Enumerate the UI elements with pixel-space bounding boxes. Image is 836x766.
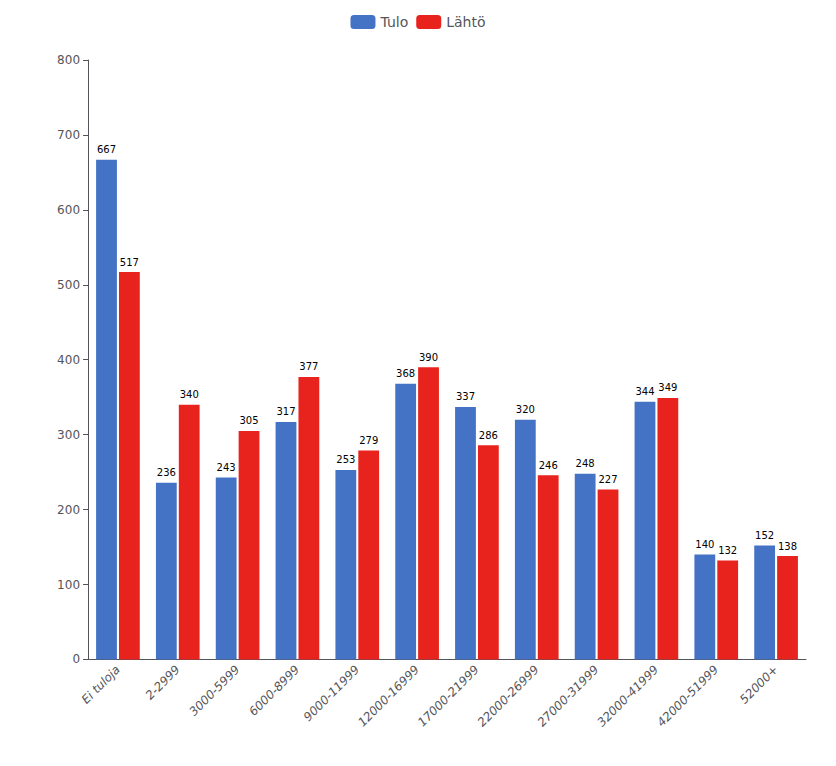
svg-text:Tulo: Tulo xyxy=(379,14,408,30)
svg-text:152: 152 xyxy=(755,530,774,541)
svg-text:22000-26999: 22000-26999 xyxy=(475,663,542,730)
svg-text:337: 337 xyxy=(456,391,475,402)
svg-text:400: 400 xyxy=(57,353,80,367)
svg-text:300: 300 xyxy=(57,428,80,442)
svg-text:Lähtö: Lähtö xyxy=(446,14,485,30)
svg-text:100: 100 xyxy=(57,578,80,592)
svg-text:32000-41999: 32000-41999 xyxy=(594,663,661,730)
svg-text:340: 340 xyxy=(180,389,199,400)
svg-text:140: 140 xyxy=(695,539,714,550)
svg-text:349: 349 xyxy=(658,382,677,393)
svg-text:200: 200 xyxy=(57,503,80,517)
svg-text:12000-16999: 12000-16999 xyxy=(355,663,422,730)
svg-text:42000-51999: 42000-51999 xyxy=(654,663,721,730)
svg-text:132: 132 xyxy=(718,545,737,556)
svg-text:279: 279 xyxy=(359,435,378,446)
svg-text:2-2999: 2-2999 xyxy=(143,663,183,703)
svg-text:667: 667 xyxy=(97,144,116,155)
svg-text:243: 243 xyxy=(217,462,236,473)
svg-text:500: 500 xyxy=(57,278,80,292)
svg-text:368: 368 xyxy=(396,368,415,379)
svg-text:17000-21999: 17000-21999 xyxy=(415,663,482,730)
svg-text:9000-11999: 9000-11999 xyxy=(301,663,362,724)
svg-text:0: 0 xyxy=(72,652,80,666)
svg-text:517: 517 xyxy=(120,257,139,268)
svg-text:52000+: 52000+ xyxy=(737,663,781,707)
svg-text:390: 390 xyxy=(419,352,438,363)
svg-text:3000-5999: 3000-5999 xyxy=(186,663,242,719)
svg-text:286: 286 xyxy=(479,430,498,441)
svg-text:600: 600 xyxy=(57,203,80,217)
svg-text:27000-31999: 27000-31999 xyxy=(535,663,602,730)
svg-text:800: 800 xyxy=(57,53,80,67)
svg-text:Ei tuloja: Ei tuloja xyxy=(79,663,123,707)
svg-text:248: 248 xyxy=(576,458,595,469)
svg-text:6000-8999: 6000-8999 xyxy=(246,663,302,719)
svg-text:246: 246 xyxy=(539,460,558,471)
svg-text:317: 317 xyxy=(276,406,295,417)
svg-text:227: 227 xyxy=(598,474,617,485)
svg-text:253: 253 xyxy=(336,454,355,465)
svg-text:305: 305 xyxy=(239,415,258,426)
svg-text:138: 138 xyxy=(778,541,797,552)
svg-text:344: 344 xyxy=(635,386,654,397)
svg-text:236: 236 xyxy=(157,467,176,478)
svg-text:700: 700 xyxy=(57,128,80,142)
svg-text:320: 320 xyxy=(516,404,535,415)
svg-text:377: 377 xyxy=(299,361,318,372)
